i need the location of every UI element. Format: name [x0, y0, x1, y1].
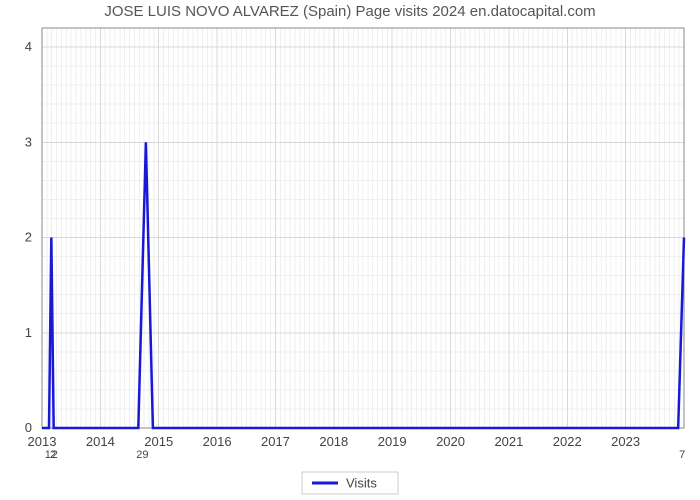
- chart-title: JOSE LUIS NOVO ALVAREZ (Spain) Page visi…: [104, 3, 595, 20]
- x-tick-label: 2020: [436, 434, 465, 449]
- x-tick-label: 2014: [86, 434, 115, 449]
- x-secondary-label: 7: [679, 449, 685, 461]
- x-tick-label: 2016: [203, 434, 232, 449]
- x-tick-label: 2013: [28, 434, 57, 449]
- x-tick-label: 2019: [378, 434, 407, 449]
- y-tick-label: 3: [25, 134, 32, 149]
- legend-label: Visits: [346, 475, 377, 490]
- x-secondary-label: 29: [136, 449, 148, 461]
- x-tick-label: 2018: [319, 434, 348, 449]
- x-secondary-label: 2: [52, 449, 58, 461]
- y-tick-label: 4: [25, 39, 32, 54]
- y-tick-label: 0: [25, 420, 32, 435]
- legend: Visits: [302, 472, 398, 494]
- chart-container: 0 1 2 3 4 2013 2014 2015 2016 2017 2018 2019 2020 202…: [0, 0, 700, 500]
- x-tick-label: 2023: [611, 434, 640, 449]
- y-tick-label: 1: [25, 325, 32, 340]
- x-tick-label: 2021: [494, 434, 523, 449]
- x-tick-label: 2017: [261, 434, 290, 449]
- x-tick-label: 2015: [144, 434, 173, 449]
- x-tick-label: 2022: [553, 434, 582, 449]
- y-tick-label: 2: [25, 230, 32, 245]
- visits-line-chart: 0 1 2 3 4 2013 2014 2015 2016 2017 2018 2019 2020 202…: [0, 0, 700, 500]
